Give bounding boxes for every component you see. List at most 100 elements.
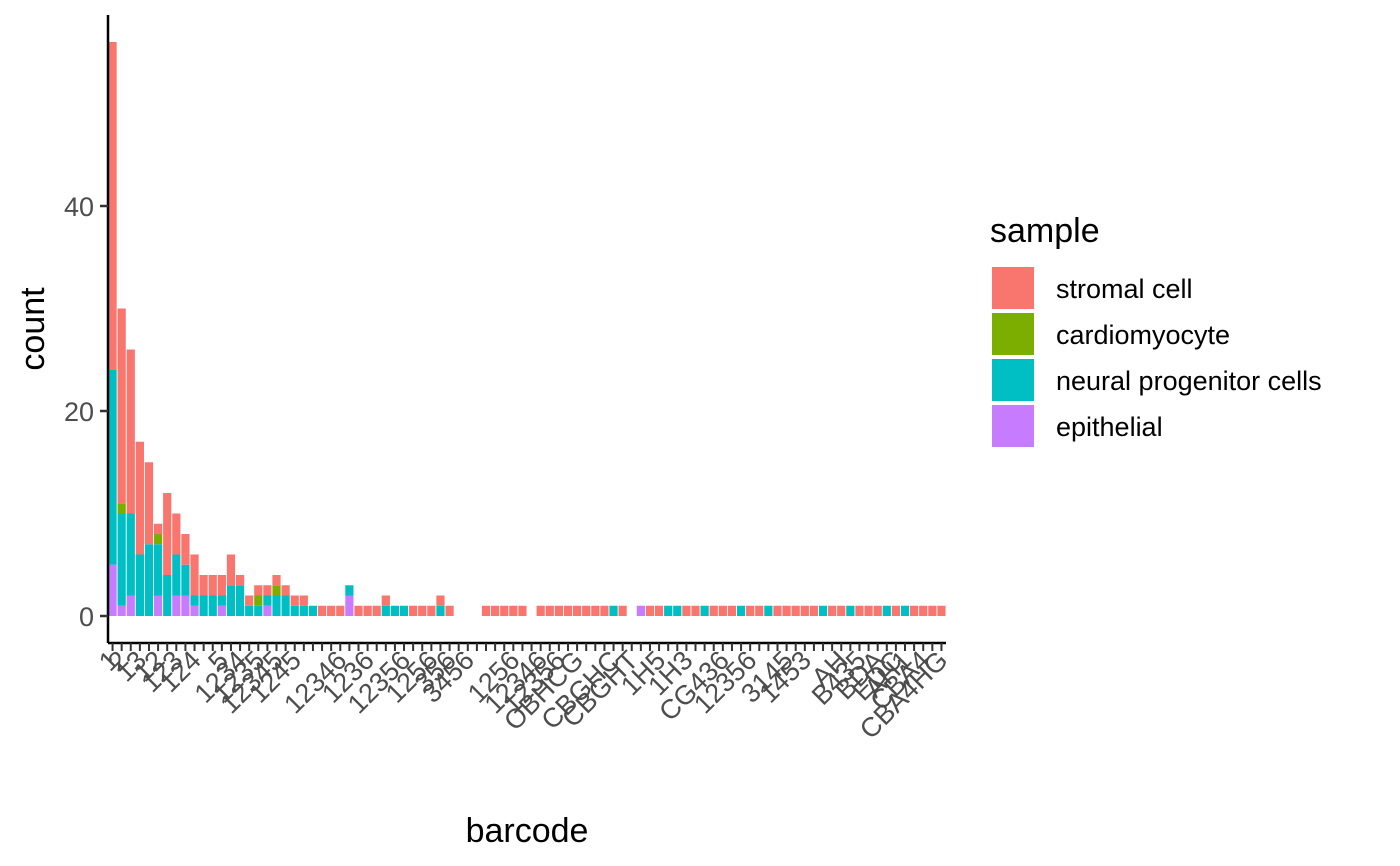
- legend: sample stromal cell cardiomyocyte neural p…: [990, 212, 1322, 447]
- bar-segment: [190, 605, 199, 616]
- bar-segment: [245, 605, 254, 616]
- bar-segment: [199, 595, 208, 616]
- bar-segment: [837, 605, 846, 616]
- bar-segment: [363, 605, 372, 616]
- bar-segment: [235, 575, 245, 586]
- bar-segment: [172, 554, 181, 596]
- bar-segment: [144, 462, 154, 545]
- bar-segment: [709, 605, 718, 616]
- bar-segment: [773, 605, 782, 616]
- legend-items: stromal cell cardiomyocyte neural progenit…: [992, 267, 1322, 447]
- legend-swatch: [992, 405, 1034, 447]
- bar-segment: [290, 595, 299, 606]
- bar-segment: [181, 564, 190, 596]
- bar-segment: [800, 605, 809, 616]
- bar-segment: [154, 534, 163, 545]
- bar-segment: [272, 595, 281, 616]
- bar-segment: [345, 585, 354, 596]
- bar-segment: [491, 605, 500, 616]
- bar-segment: [163, 575, 172, 616]
- bar-segment: [217, 575, 226, 596]
- bar-segment: [855, 605, 864, 616]
- bar-segment: [700, 605, 709, 616]
- legend-label: cardiomyocyte: [1056, 320, 1230, 350]
- bar-segment: [117, 605, 126, 616]
- bar-segment: [126, 595, 135, 616]
- bar-segment: [172, 595, 181, 616]
- bar-segment: [208, 575, 217, 596]
- legend-swatch: [992, 359, 1034, 401]
- bar-segment: [928, 605, 937, 616]
- bar-segment: [436, 605, 445, 616]
- bar-segment: [864, 605, 873, 616]
- bar-segment: [809, 605, 819, 616]
- y-axis-ticks: 0 20 40: [64, 192, 108, 632]
- bar-segment: [190, 595, 199, 606]
- bar-segment: [919, 605, 928, 616]
- bar-segment: [381, 605, 390, 616]
- bar-segment: [682, 605, 691, 616]
- bar-segment: [509, 605, 518, 616]
- bar-segment: [117, 308, 126, 504]
- bar-segment: [873, 605, 882, 616]
- bar-segment: [327, 605, 336, 616]
- bar-segment: [481, 605, 491, 616]
- bar-segment: [208, 595, 217, 616]
- x-axis-title: barcode: [466, 812, 589, 850]
- bar-segment: [117, 503, 126, 514]
- bar-segment: [163, 493, 172, 575]
- legend-label: stromal cell: [1056, 274, 1193, 304]
- bar-segment: [144, 544, 154, 616]
- bar-segment: [272, 575, 281, 586]
- bar-segment: [245, 595, 254, 606]
- bar-segment: [217, 605, 226, 616]
- bar-segment: [591, 605, 600, 616]
- bar-segment: [290, 605, 299, 616]
- bar-segment: [691, 605, 700, 616]
- bar-segment: [427, 605, 436, 616]
- bar-segment: [536, 605, 545, 616]
- bar-segment: [263, 605, 272, 616]
- bar-segment: [418, 605, 427, 616]
- bar-segment: [891, 605, 900, 616]
- bar-segment: [254, 605, 263, 616]
- bar-segment: [573, 605, 582, 616]
- bar-segment: [409, 605, 418, 616]
- bar-segment: [755, 605, 764, 616]
- bar-segment: [791, 605, 800, 616]
- bar-segment: [664, 605, 673, 616]
- bar-segment: [226, 585, 236, 616]
- bar-segment: [263, 595, 272, 606]
- bar-segment: [673, 605, 682, 616]
- bar-segment: [217, 595, 226, 606]
- bar-segment: [782, 605, 791, 616]
- bar-segment: [299, 605, 308, 616]
- y-axis-title: count: [14, 287, 52, 371]
- bar-segment: [600, 605, 609, 616]
- x-axis-ticks: 1213121231245123412351234512451234612361…: [93, 643, 954, 745]
- y-tick-label: 20: [64, 397, 94, 427]
- bar-segment: [126, 349, 135, 514]
- bar-segment: [518, 605, 527, 616]
- bar-segment: [317, 605, 327, 616]
- bar-segment: [263, 585, 272, 596]
- bar-segment: [354, 605, 363, 616]
- bar-segment: [181, 595, 190, 616]
- bar-segment: [154, 595, 163, 616]
- bar-segment: [746, 605, 755, 616]
- axes: 0 20 40 1213121231245123412351234512451234…: [64, 15, 954, 745]
- bar-segment: [190, 554, 199, 596]
- legend-swatch: [992, 267, 1034, 309]
- bar-segment: [545, 605, 554, 616]
- legend-label: epithelial: [1056, 412, 1163, 442]
- bar-segment: [372, 605, 381, 616]
- bar-segment: [727, 605, 737, 616]
- bar-segment: [436, 595, 445, 606]
- legend-title: sample: [990, 212, 1100, 250]
- bar-segment: [172, 513, 181, 555]
- bar-segment: [281, 585, 290, 596]
- bar-segment: [937, 605, 946, 616]
- bar-segment: [500, 605, 509, 616]
- bar-segment: [563, 605, 573, 616]
